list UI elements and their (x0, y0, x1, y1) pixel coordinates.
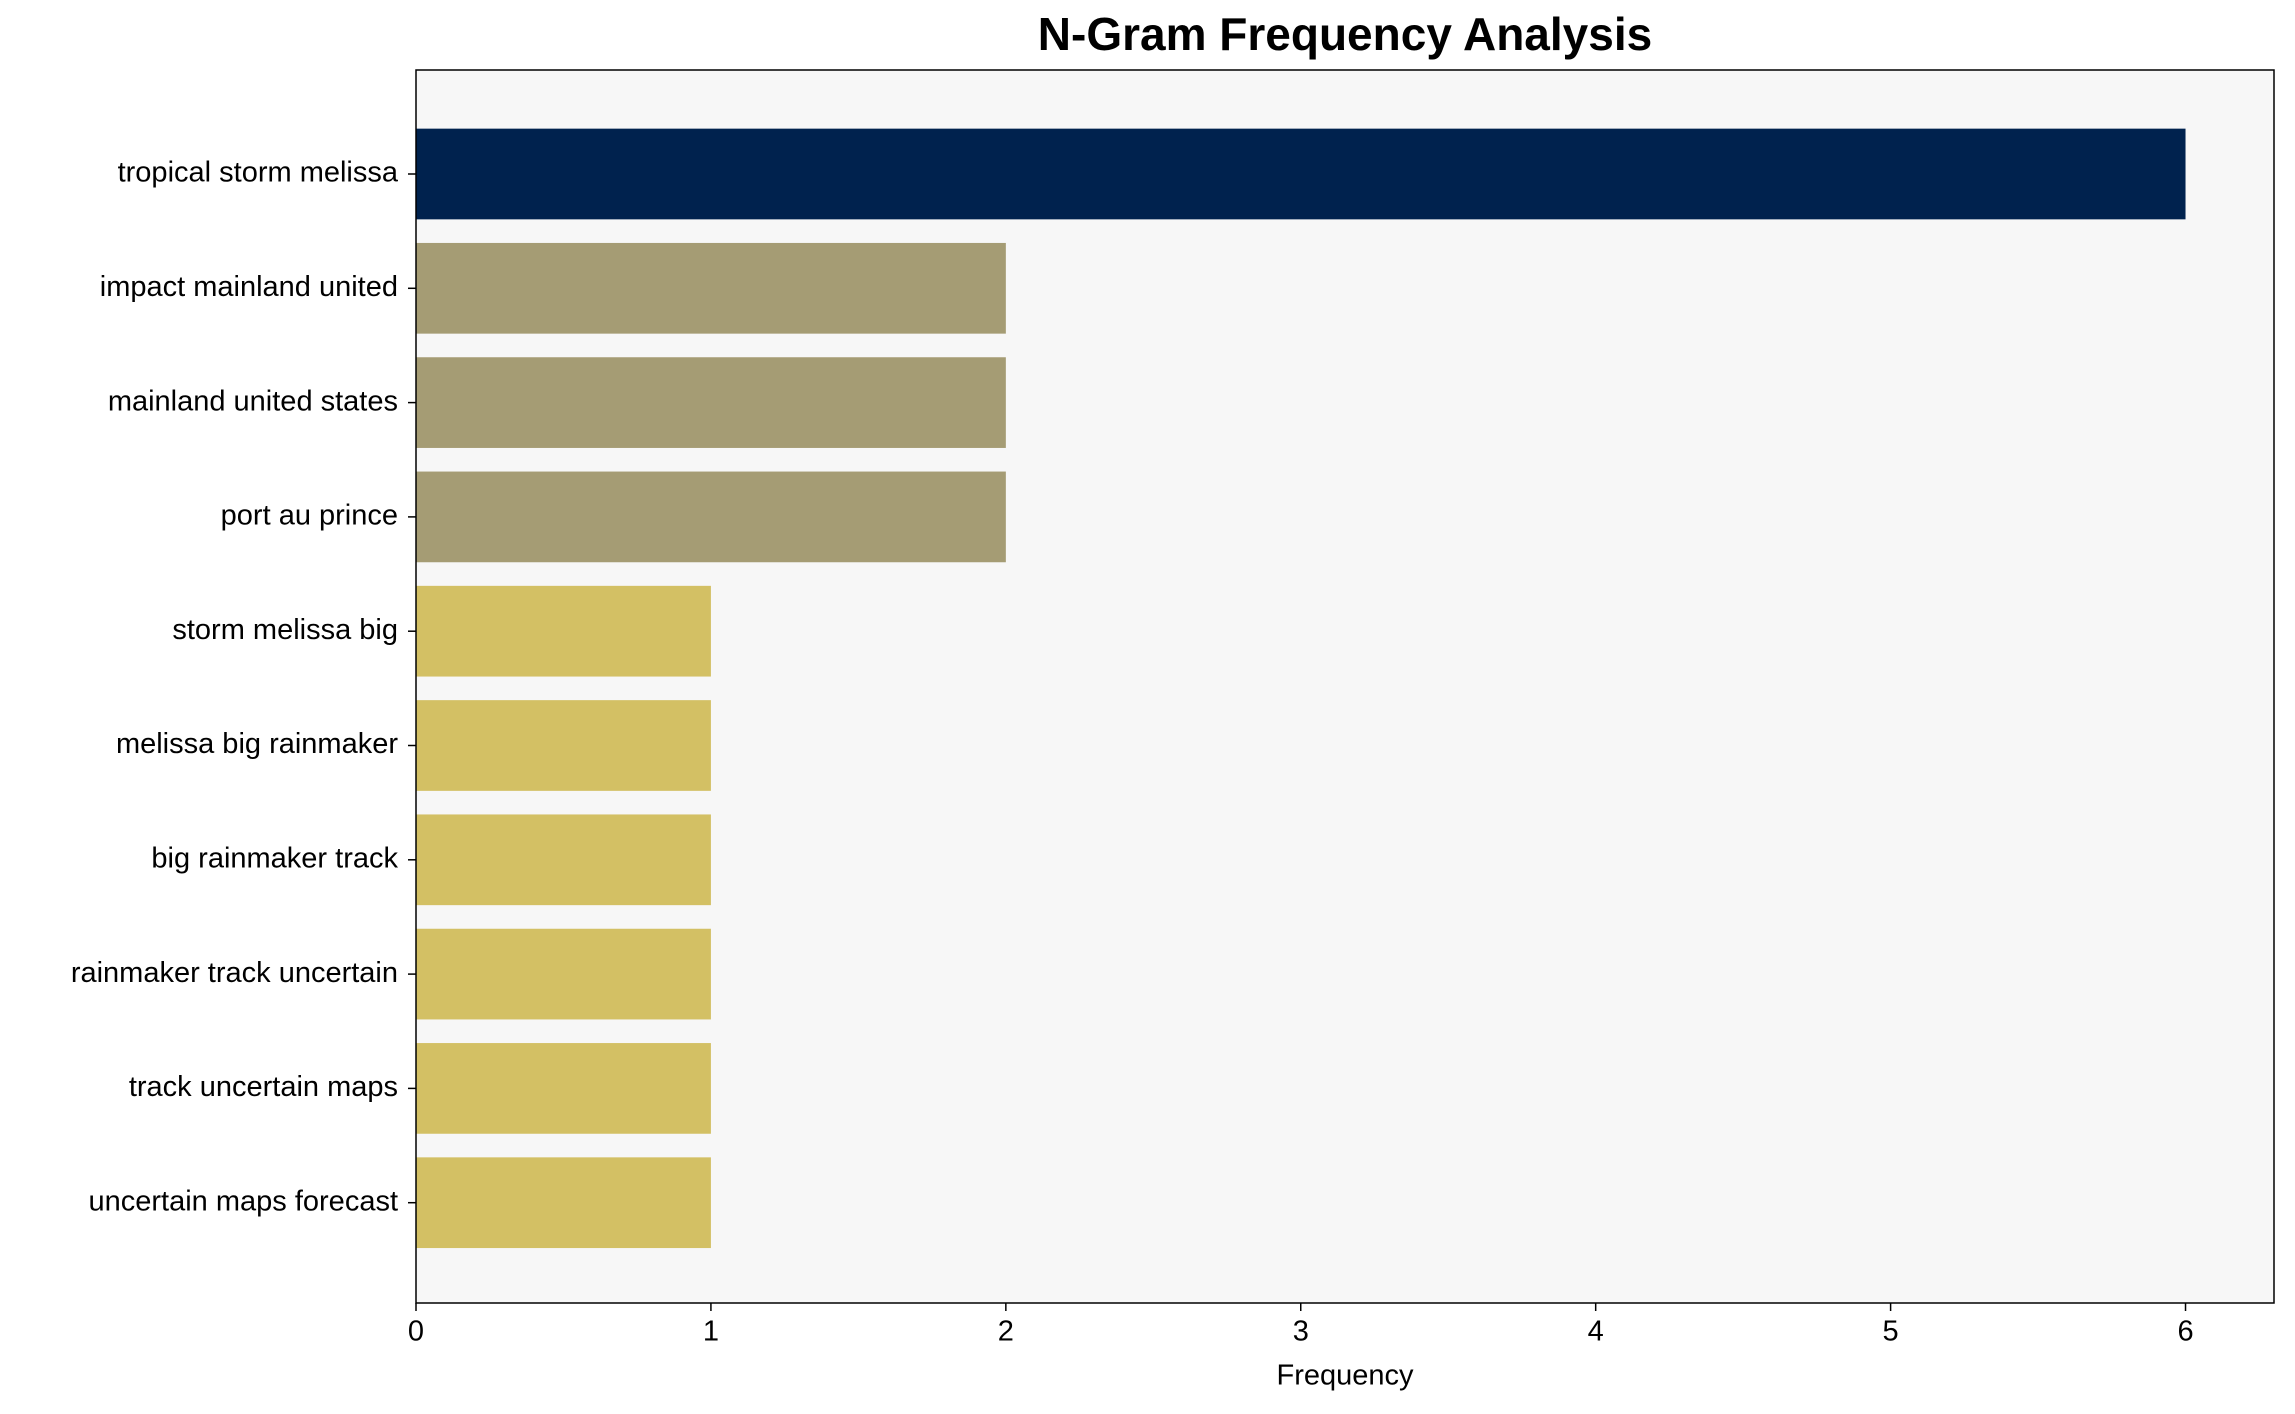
x-tick-label: 4 (1588, 1316, 1604, 1348)
y-tick-label: impact mainland united (100, 271, 398, 303)
bar (416, 357, 1006, 448)
bar (416, 928, 711, 1020)
bar (416, 128, 2186, 220)
y-tick-label: uncertain maps forecast (89, 1185, 398, 1217)
chart-title: N-Gram Frequency Analysis (1038, 8, 1652, 60)
plot-frame (415, 69, 2275, 1304)
bar (416, 1157, 711, 1249)
y-tick-label: port au prince (221, 500, 398, 532)
y-tick-label: tropical storm melissa (118, 157, 399, 189)
bar (416, 585, 711, 677)
x-tick-label: 0 (408, 1316, 424, 1348)
y-tick-label: track uncertain maps (129, 1071, 398, 1103)
y-tick-label: storm melissa big (172, 614, 398, 646)
bar (416, 471, 1006, 563)
bar (416, 242, 1006, 334)
x-tick-label: 1 (703, 1316, 719, 1348)
bar (416, 700, 711, 791)
y-tick-label: rainmaker track uncertain (71, 957, 398, 989)
x-tick-label: 3 (1293, 1316, 1309, 1348)
y-tick-label: mainland united states (108, 385, 398, 417)
x-axis-label: Frequency (1276, 1360, 1414, 1392)
x-tick-label: 5 (1883, 1316, 1899, 1348)
bar (416, 814, 711, 906)
x-tick-label: 2 (998, 1316, 1014, 1348)
x-tick-label: 6 (2177, 1316, 2193, 1348)
y-tick-label: melissa big rainmaker (116, 728, 398, 760)
y-tick-label: big rainmaker track (151, 842, 398, 874)
bar (416, 1043, 711, 1134)
